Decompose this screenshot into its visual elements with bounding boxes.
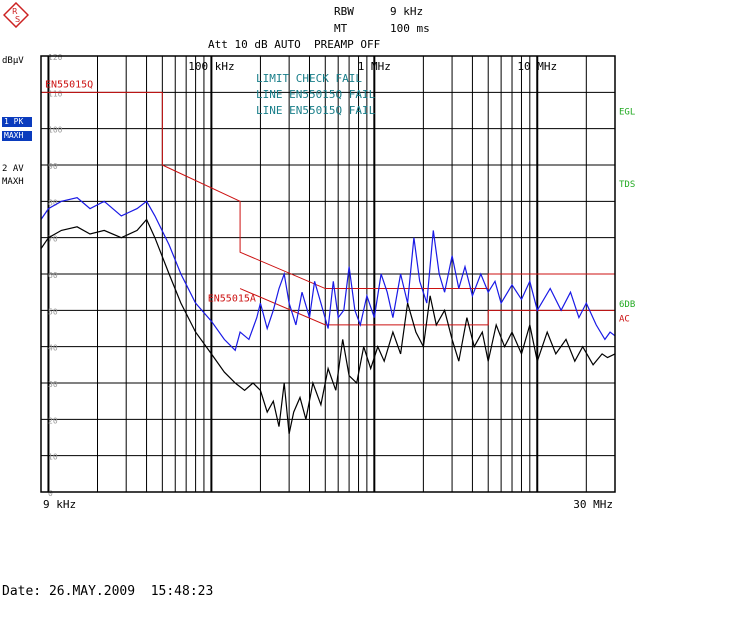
y-tick-labels: 0 10 20 30 40 50 60 70 80 90 100 110 120 bbox=[48, 53, 63, 498]
rs-logo: R S bbox=[3, 2, 29, 28]
rbw-label: RBW bbox=[334, 5, 354, 18]
x-tick-label: 10 MHz bbox=[517, 60, 557, 73]
y-tick-label: 100 bbox=[48, 126, 63, 135]
x-tick-label: 100 kHz bbox=[188, 60, 234, 73]
limit-check-message: LIMIT CHECK FAIL bbox=[256, 72, 362, 85]
x-tick-label: 30 MHz bbox=[573, 498, 613, 511]
limit-line-label: EN55015A bbox=[208, 293, 256, 304]
attenuation-line: Att 10 dB AUTO PREAMP OFF bbox=[208, 38, 381, 51]
limit-check-message: LINE EN55015Q FAIL bbox=[256, 104, 376, 117]
svg-text:R: R bbox=[12, 7, 18, 16]
y-tick-label: 10 bbox=[48, 453, 58, 462]
y-tick-label: 0 bbox=[48, 489, 53, 498]
date-stamp: Date: 26.MAY.2009 15:48:23 bbox=[2, 584, 214, 599]
right-marker-label: EGL bbox=[619, 108, 635, 118]
messages: LIMIT CHECK FAIL LINE EN55015Q FAIL LINE E… bbox=[256, 72, 376, 117]
limit-line bbox=[239, 288, 615, 326]
right-marker-label: 6DB bbox=[619, 300, 635, 310]
y-tick-label: 20 bbox=[48, 416, 58, 425]
right-marker-label: AC bbox=[619, 315, 630, 325]
trace2-label-a: 2 AV bbox=[2, 164, 24, 174]
trace1-badge-b: MAXH bbox=[2, 131, 32, 141]
mt-value: 100 ms bbox=[390, 22, 430, 35]
chart-frame bbox=[40, 55, 616, 493]
right-markers: EGL TDS 6DB AC bbox=[619, 108, 635, 325]
trace2-label-b: MAXH bbox=[2, 177, 24, 187]
y-tick-label: 30 bbox=[48, 380, 58, 389]
trace1-badge-a: 1 PK bbox=[2, 117, 32, 127]
trace-line bbox=[40, 218, 616, 435]
y-tick-label: 90 bbox=[48, 162, 58, 171]
limit-lines: EN55015Q EN55015A bbox=[41, 79, 615, 326]
y-tick-label: 70 bbox=[48, 235, 58, 244]
y-unit-label: dBµV bbox=[2, 56, 24, 66]
trace-line bbox=[40, 197, 616, 352]
y-tick-label: 110 bbox=[48, 89, 63, 98]
rbw-value: 9 kHz bbox=[390, 5, 424, 18]
y-tick-label: 50 bbox=[48, 307, 58, 316]
y-tick-label: 60 bbox=[48, 271, 58, 280]
traces bbox=[40, 197, 616, 435]
limit-line-label: EN55015Q bbox=[45, 79, 93, 90]
y-tick-label: 120 bbox=[48, 53, 63, 62]
limit-line bbox=[41, 91, 615, 290]
svg-text:S: S bbox=[15, 15, 20, 24]
limit-check-message: LINE EN55015Q FAIL bbox=[256, 88, 376, 101]
x-tick-label: 1 MHz bbox=[358, 60, 391, 73]
y-tick-label: 80 bbox=[48, 198, 58, 207]
x-tick-label: 9 kHz bbox=[43, 498, 76, 511]
right-marker-label: TDS bbox=[619, 180, 635, 190]
y-tick-label: 40 bbox=[48, 344, 58, 353]
mt-label: MT bbox=[334, 22, 348, 35]
x-tick-labels: 9 kHz 100 kHz 1 MHz 10 MHz 30 MHz bbox=[43, 60, 613, 511]
